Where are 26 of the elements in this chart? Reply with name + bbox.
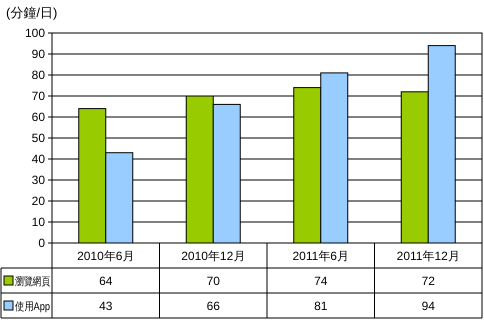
y-tick-label: 0 [38, 236, 46, 250]
data-label: 74 [314, 274, 328, 288]
data-label: 66 [206, 299, 220, 313]
data-label: 72 [422, 274, 436, 288]
y-tick-label: 100 [24, 26, 46, 40]
legend-label: 瀏覽網頁 [15, 275, 59, 288]
y-tick-label: 20 [32, 194, 46, 208]
x-tick-label: 2011年12月 [396, 249, 460, 263]
data-label: 64 [99, 274, 113, 288]
y-tick-label: 10 [32, 215, 46, 229]
legend-label: 使用App [15, 301, 57, 313]
data-label: 43 [99, 299, 113, 313]
x-tick-label: 2011年6月 [292, 249, 349, 263]
y-tick-label: 30 [32, 173, 46, 187]
y-tick-label: 50 [32, 131, 46, 145]
y-tick-label: 70 [32, 89, 46, 103]
data-label: 70 [206, 274, 220, 288]
y-tick-label: 90 [32, 47, 46, 61]
y-tick-label: 40 [32, 152, 46, 166]
data-label: 81 [314, 299, 328, 313]
data-label: 94 [422, 299, 436, 313]
y-tick-label: 60 [32, 110, 46, 124]
x-tick-label: 2010年6月 [77, 249, 134, 263]
y-axis-title: (分鐘/日) [6, 5, 58, 20]
x-tick-label: 2010年12月 [181, 249, 246, 263]
y-tick-label: 80 [32, 68, 46, 82]
